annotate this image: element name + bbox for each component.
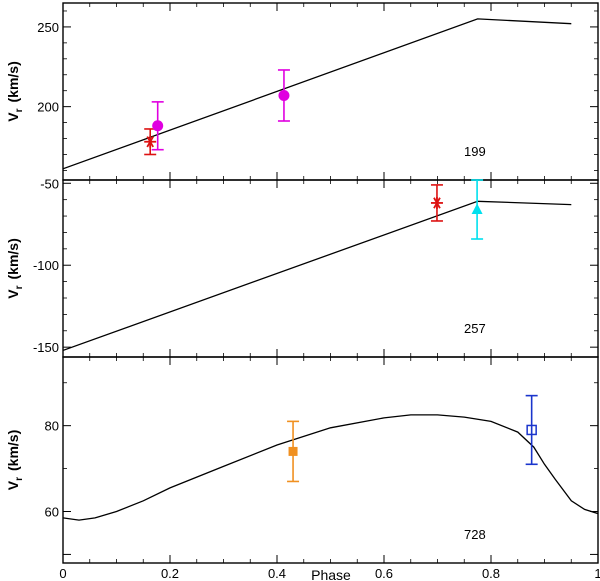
panel-frame — [62, 356, 599, 564]
y-axis-title-sub: r — [14, 108, 25, 112]
marker-circle — [152, 120, 164, 132]
x-tick-label: 0.6 — [375, 566, 393, 581]
panel-frame — [62, 179, 599, 358]
panel-label: 728 — [464, 527, 486, 542]
y-tick-label: -50 — [40, 176, 59, 191]
panel-frame — [62, 2, 599, 181]
data-point-magenta-circle-1 — [151, 101, 164, 151]
y-axis-title-units: (km/s) — [5, 61, 21, 102]
x-tick-label: 0.8 — [482, 566, 500, 581]
y-axis-title-sub: r — [14, 285, 25, 289]
panel-199: 200 250 Vr (km/s) 199 — [5, 2, 599, 181]
y-axis-title-units: (km/s) — [5, 238, 21, 279]
panel-label: 257 — [464, 321, 486, 336]
y-tick-label: -150 — [33, 340, 59, 355]
y-axis-title-main: V — [5, 289, 21, 299]
y-tick-label: 60 — [45, 505, 59, 520]
y-axis-title: Vr (km/s) — [5, 430, 25, 490]
marker-triangle — [471, 203, 483, 214]
x-tick-label: 1 — [594, 566, 600, 581]
y-tick-label: 250 — [37, 20, 59, 35]
panel-label: 199 — [464, 144, 486, 159]
y-axis-title: Vr (km/s) — [5, 61, 25, 121]
data-point-magenta-circle-2 — [277, 69, 290, 122]
panel-728: 60 80 Vr (km/s) 728 — [5, 356, 599, 564]
data-point-blue-open-square — [525, 394, 538, 466]
model-curve — [63, 200, 572, 352]
model-curve — [63, 414, 598, 521]
y-tick-label: 200 — [37, 100, 59, 115]
y-tick-label: 80 — [45, 419, 59, 434]
marker-square — [288, 446, 298, 456]
y-axis-title: Vr (km/s) — [5, 238, 25, 298]
data-point-cyan-triangle — [471, 179, 484, 240]
y-axis-title-sub: r — [14, 477, 25, 481]
data-point-red-star — [430, 184, 443, 222]
y-axis-title-units: (km/s) — [5, 430, 21, 471]
y-tick-label: -100 — [33, 258, 59, 273]
y-axis-title-main: V — [5, 480, 21, 490]
panel-257: -150 -100 -50 Vr (km/s) 257 — [5, 176, 599, 358]
x-tick-label: 0.4 — [268, 566, 286, 581]
x-tick-label: 0.2 — [161, 566, 179, 581]
marker-circle — [278, 89, 290, 101]
data-point-orange-square — [287, 420, 300, 483]
model-curve — [63, 18, 572, 170]
y-axis-title-main: V — [5, 112, 21, 122]
data-point-red-star — [144, 128, 157, 156]
x-tick-label: 0 — [59, 566, 66, 581]
x-axis-title: Phase — [311, 567, 351, 581]
marker-open-square — [526, 424, 537, 436]
